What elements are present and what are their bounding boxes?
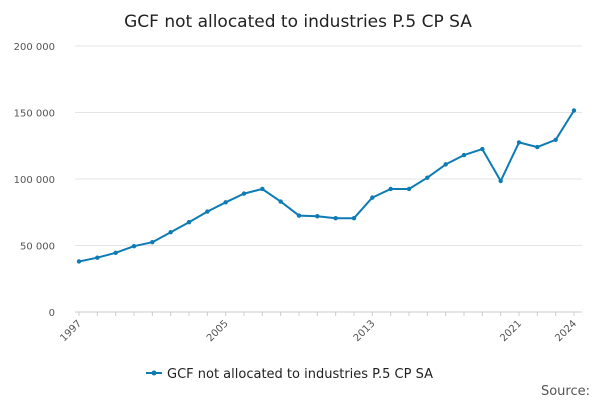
y-axis: 0 50 000 100 000 150 000 200 000 xyxy=(14,42,55,319)
y-tick-label: 200 000 xyxy=(14,42,55,53)
data-point[interactable] xyxy=(241,191,247,196)
data-point[interactable] xyxy=(113,250,118,256)
legend-label: GCF not allocated to industries P.5 CP S… xyxy=(167,367,433,382)
series-group xyxy=(76,108,577,264)
data-point[interactable] xyxy=(498,178,503,184)
data-point[interactable] xyxy=(351,216,357,221)
data-point[interactable] xyxy=(480,146,485,152)
data-point[interactable] xyxy=(205,209,210,214)
data-point[interactable] xyxy=(516,140,522,145)
legend: GCF not allocated to industries P.5 CP S… xyxy=(146,367,433,382)
source-label: Source: xyxy=(541,384,590,399)
x-tick-label: 1997 xyxy=(58,318,84,344)
data-point[interactable] xyxy=(150,239,155,245)
x-axis: 1997 2005 2013 2021 2024 xyxy=(58,311,582,344)
data-point[interactable] xyxy=(315,214,320,219)
x-tick-label: 2024 xyxy=(553,318,579,344)
data-point[interactable] xyxy=(131,243,137,249)
series-line xyxy=(78,109,575,263)
y-tick-label: 150 000 xyxy=(14,109,55,120)
data-point[interactable] xyxy=(186,220,192,225)
x-tick-label: 2005 xyxy=(205,318,231,344)
data-point[interactable] xyxy=(443,162,448,167)
data-point[interactable] xyxy=(553,137,558,142)
y-tick-label: 100 000 xyxy=(14,175,55,186)
y-tick-label: 0 xyxy=(49,308,55,319)
data-point[interactable] xyxy=(406,186,412,192)
data-point[interactable] xyxy=(95,255,100,260)
grid-lines xyxy=(75,45,582,246)
data-point[interactable] xyxy=(296,213,302,218)
data-point[interactable] xyxy=(461,152,467,158)
chart-title: GCF not allocated to industries P.5 CP S… xyxy=(124,12,472,32)
data-point[interactable] xyxy=(535,144,540,150)
data-point[interactable] xyxy=(333,216,338,221)
data-point[interactable] xyxy=(571,108,577,113)
data-point[interactable] xyxy=(260,186,265,192)
y-tick-label: 50 000 xyxy=(20,242,55,253)
x-tick-label: 2013 xyxy=(352,318,378,344)
data-point[interactable] xyxy=(425,175,430,180)
data-point[interactable] xyxy=(388,186,393,192)
x-tick-label: 2021 xyxy=(498,318,524,344)
data-point[interactable] xyxy=(278,199,283,204)
data-point[interactable] xyxy=(223,200,228,205)
data-point[interactable] xyxy=(370,195,375,200)
legend-marker-swatch xyxy=(151,370,157,376)
data-point[interactable] xyxy=(168,230,173,235)
data-point[interactable] xyxy=(76,259,82,264)
